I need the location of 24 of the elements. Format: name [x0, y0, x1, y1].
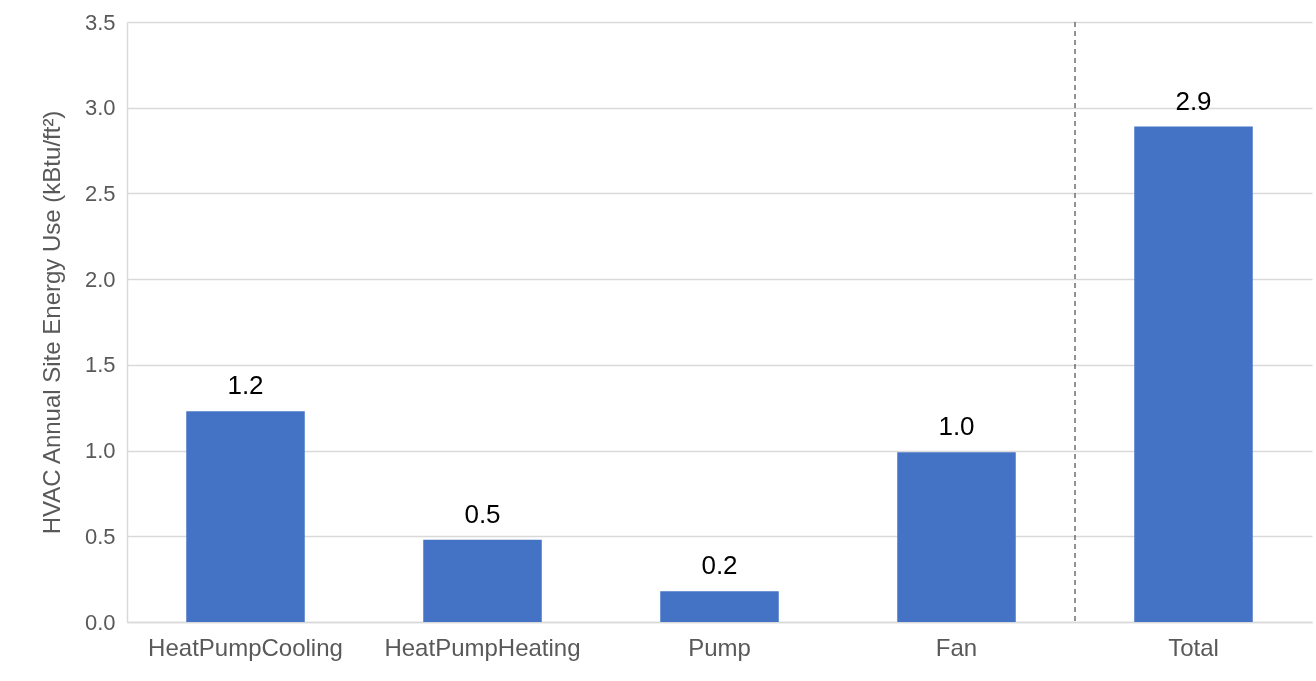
y-axis-title: HVAC Annual Site Energy Use (kBtu/ft²)	[37, 110, 65, 535]
y-tick-label: 2.0	[84, 266, 116, 292]
bar	[1134, 126, 1253, 622]
x-tick-label: Total	[1168, 633, 1219, 661]
y-tick-label: 3.5	[84, 9, 116, 35]
y-tick-label: 1.0	[84, 438, 116, 464]
bar	[660, 591, 779, 622]
data-label: 0.5	[464, 498, 501, 529]
y-tick-label: 1.5	[84, 352, 116, 378]
y-tick-label: 0.0	[84, 609, 116, 635]
x-tick-label: Fan	[935, 633, 978, 661]
y-tick-label: 3.0	[84, 95, 116, 121]
y-tick-label: 0.5	[84, 523, 116, 549]
x-tick-label: HeatPumpHeating	[384, 633, 581, 661]
bar	[897, 452, 1016, 622]
data-label: 0.2	[701, 550, 738, 581]
bar	[423, 539, 542, 622]
data-label: 1.2	[227, 370, 264, 401]
y-tick-label: 2.5	[84, 180, 116, 206]
data-label: 1.0	[938, 411, 975, 442]
data-label: 2.9	[1175, 85, 1212, 116]
x-tick-label: Pump	[688, 633, 751, 661]
x-tick-label: HeatPumpCooling	[148, 633, 343, 661]
bar	[186, 411, 305, 622]
